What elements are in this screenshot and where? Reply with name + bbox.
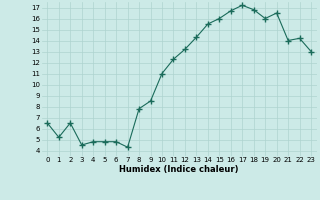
X-axis label: Humidex (Indice chaleur): Humidex (Indice chaleur) — [119, 165, 239, 174]
